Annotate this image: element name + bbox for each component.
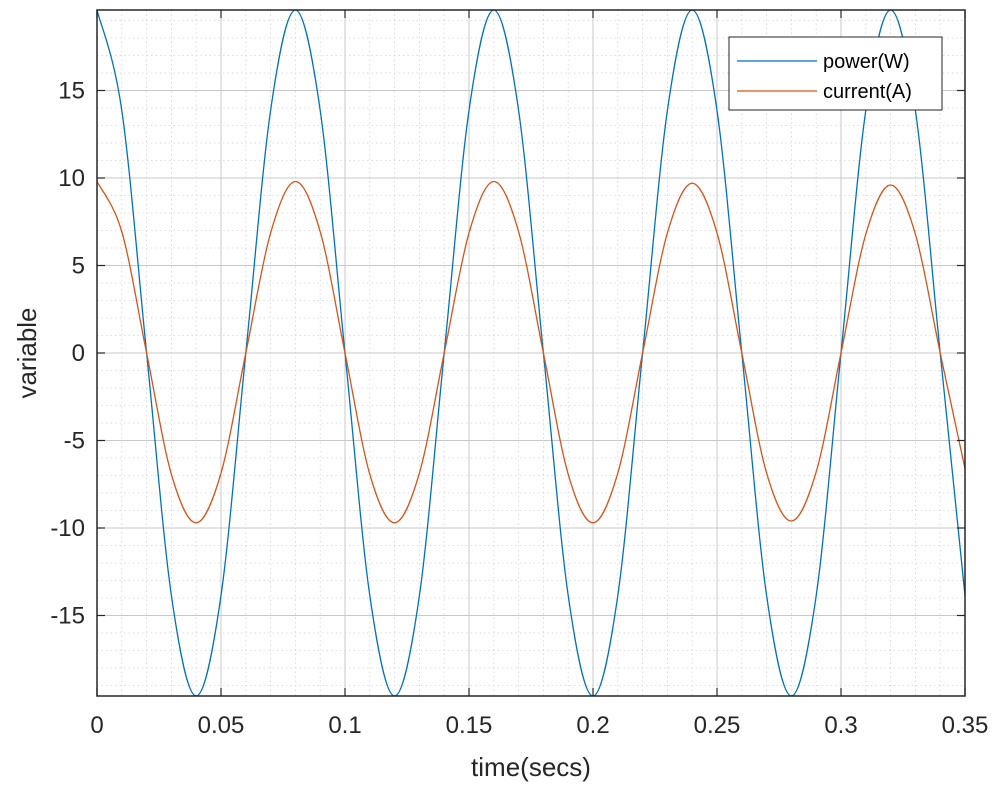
y-tick-labels: 15 10 5 0 -5 -10 -15 <box>50 78 85 630</box>
series-line-current-a <box>96 180 966 524</box>
y-tick-label: -5 <box>64 428 85 455</box>
y-tick-label: -10 <box>50 515 85 542</box>
x-tick-label: 0.35 <box>942 712 989 739</box>
legend-label-power: power(W) <box>823 51 910 73</box>
series-layer <box>96 9 966 697</box>
y-tick-label: 0 <box>72 340 85 367</box>
y-tick-label: 15 <box>58 78 85 105</box>
tick-marks <box>96 10 966 696</box>
x-tick-label: 0.1 <box>328 712 361 739</box>
y-tick-label: 10 <box>58 165 85 192</box>
x-tick-label: 0.15 <box>446 712 493 739</box>
y-axis-label: variable <box>12 307 42 398</box>
y-tick-label: 5 <box>72 253 85 280</box>
x-axis-label: time(secs) <box>471 752 591 782</box>
x-tick-label: 0 <box>90 712 103 739</box>
x-tick-label: 0.3 <box>824 712 857 739</box>
legend: power(W) current(A) <box>728 36 943 111</box>
x-tick-labels: 0 0.05 0.1 0.15 0.2 0.25 0.3 0.35 <box>90 712 988 739</box>
legend-box <box>728 36 943 111</box>
x-tick-label: 0.05 <box>198 712 245 739</box>
x-tick-label: 0.2 <box>576 712 609 739</box>
series-line-power-w <box>96 9 966 697</box>
x-tick-label: 0.25 <box>694 712 741 739</box>
legend-label-current: current(A) <box>823 81 912 103</box>
y-tick-label: -15 <box>50 603 85 630</box>
